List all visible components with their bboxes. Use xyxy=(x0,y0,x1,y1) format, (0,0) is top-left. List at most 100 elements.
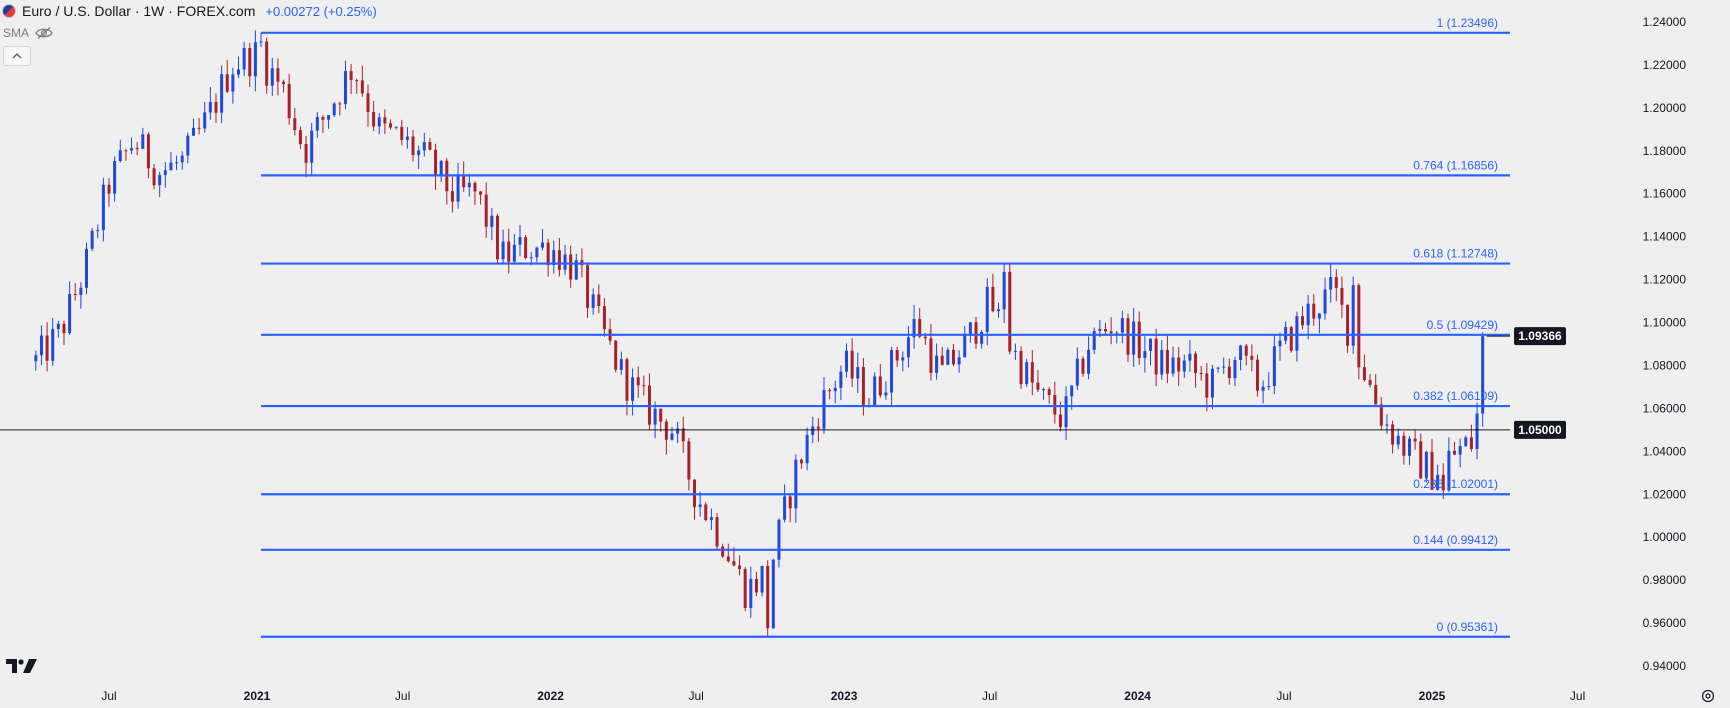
candle-body xyxy=(417,150,421,156)
candle-body xyxy=(749,578,753,608)
candle-body xyxy=(1441,474,1445,491)
x-tick-label: 2023 xyxy=(831,689,858,703)
candle-body xyxy=(490,215,494,227)
candle-body xyxy=(467,182,471,188)
candle-body xyxy=(957,357,961,365)
candle-body xyxy=(1008,271,1012,352)
candle-body xyxy=(411,136,415,156)
candle-body xyxy=(512,244,516,262)
last-price-tag: 1.09366 xyxy=(1518,329,1562,343)
candle-body xyxy=(338,103,342,105)
candle-body xyxy=(1419,441,1423,479)
candle-body xyxy=(231,74,235,92)
y-tick-label: 1.24000 xyxy=(1643,15,1687,29)
candle-body xyxy=(698,504,702,508)
candle-body xyxy=(1312,303,1316,319)
candle-body xyxy=(1087,349,1091,374)
candle-body xyxy=(1165,349,1169,374)
horizontal-line-price-tag-bg xyxy=(1514,420,1566,439)
candle-body xyxy=(659,408,663,422)
y-tick-label: 1.16000 xyxy=(1643,187,1687,201)
x-tick-label: 2022 xyxy=(537,689,564,703)
candle-body xyxy=(918,319,922,337)
candle-body xyxy=(946,349,950,365)
candle-body xyxy=(529,257,533,259)
fib-level-label: 0.5 (1.09429) xyxy=(1427,318,1498,332)
y-tick-label: 1.06000 xyxy=(1643,401,1687,415)
candle-body xyxy=(484,194,488,227)
candle-body xyxy=(1227,366,1231,379)
candle-body xyxy=(929,338,933,373)
y-tick-label: 0.94000 xyxy=(1643,659,1687,673)
candle-body xyxy=(372,112,376,127)
candle-body xyxy=(394,126,398,128)
candle-body xyxy=(501,241,505,260)
candle-body xyxy=(1351,285,1355,346)
collapse-legend-button[interactable] xyxy=(3,46,31,66)
candle-body xyxy=(642,385,646,387)
candle-body xyxy=(473,182,477,192)
candle-body xyxy=(1481,336,1485,414)
y-tick-label: 0.98000 xyxy=(1643,573,1687,587)
candle-body xyxy=(146,134,150,169)
candle-body xyxy=(45,335,49,361)
candle-body xyxy=(1391,424,1395,445)
candle-body xyxy=(833,387,837,392)
candle-body xyxy=(1396,435,1400,445)
candle-body xyxy=(462,174,466,188)
candle-body xyxy=(681,428,685,442)
candle-body xyxy=(1295,316,1299,351)
candle-body xyxy=(400,126,404,140)
symbol-title[interactable]: Euro / U.S. Dollar · 1W · FOREX.com xyxy=(22,3,256,19)
candle-body xyxy=(450,191,454,202)
candle-body xyxy=(822,390,826,429)
candle-body xyxy=(51,328,55,361)
candle-body xyxy=(963,333,967,358)
candle-body xyxy=(901,357,905,361)
candle-body xyxy=(85,248,89,288)
eye-crossed-icon[interactable] xyxy=(35,26,53,40)
y-tick-label: 1.00000 xyxy=(1643,530,1687,544)
candle-body xyxy=(1160,349,1164,375)
candle-body xyxy=(1464,437,1468,447)
fib-level-label: 0.236 (1.02001) xyxy=(1413,477,1498,491)
candle-body xyxy=(1346,304,1350,346)
candle-body xyxy=(709,517,713,521)
candle-body xyxy=(1267,386,1271,388)
candle-body xyxy=(631,377,635,401)
indicator-label[interactable]: SMA xyxy=(3,26,30,40)
candle-body xyxy=(766,565,770,629)
settings-icon[interactable] xyxy=(1700,688,1716,704)
candle-body xyxy=(507,241,511,262)
indicator-row[interactable]: SMA xyxy=(3,24,53,42)
fib-level-label: 1 (1.23496) xyxy=(1437,16,1498,30)
candle-body xyxy=(265,41,269,86)
fib-level-label: 0.382 (1.06109) xyxy=(1413,389,1498,403)
candle-body xyxy=(287,83,291,119)
candle-body xyxy=(1447,450,1451,491)
candle-body xyxy=(878,376,882,396)
x-tick-label: 2021 xyxy=(244,689,271,703)
candle-body xyxy=(873,376,877,406)
candle-body xyxy=(1469,437,1473,449)
candle-body xyxy=(158,175,162,186)
candle-body xyxy=(456,174,460,202)
candle-body xyxy=(1081,358,1085,374)
candle-body xyxy=(332,103,336,116)
candle-body xyxy=(557,250,561,270)
y-tick-label: 1.20000 xyxy=(1643,101,1687,115)
candle-body xyxy=(1025,362,1029,385)
y-tick-label: 1.10000 xyxy=(1643,316,1687,330)
candle-body xyxy=(1374,384,1378,405)
candle-body xyxy=(163,170,167,176)
candle-body xyxy=(186,135,190,156)
x-tick-label: Jul xyxy=(1570,689,1585,703)
flag-icon xyxy=(2,4,16,18)
candle-body xyxy=(1407,438,1411,456)
candle-body xyxy=(1058,414,1062,428)
candle-body xyxy=(434,149,438,176)
tradingview-logo-icon[interactable] xyxy=(6,656,38,676)
price-change: +0.00272 (+0.25%) xyxy=(265,3,377,19)
